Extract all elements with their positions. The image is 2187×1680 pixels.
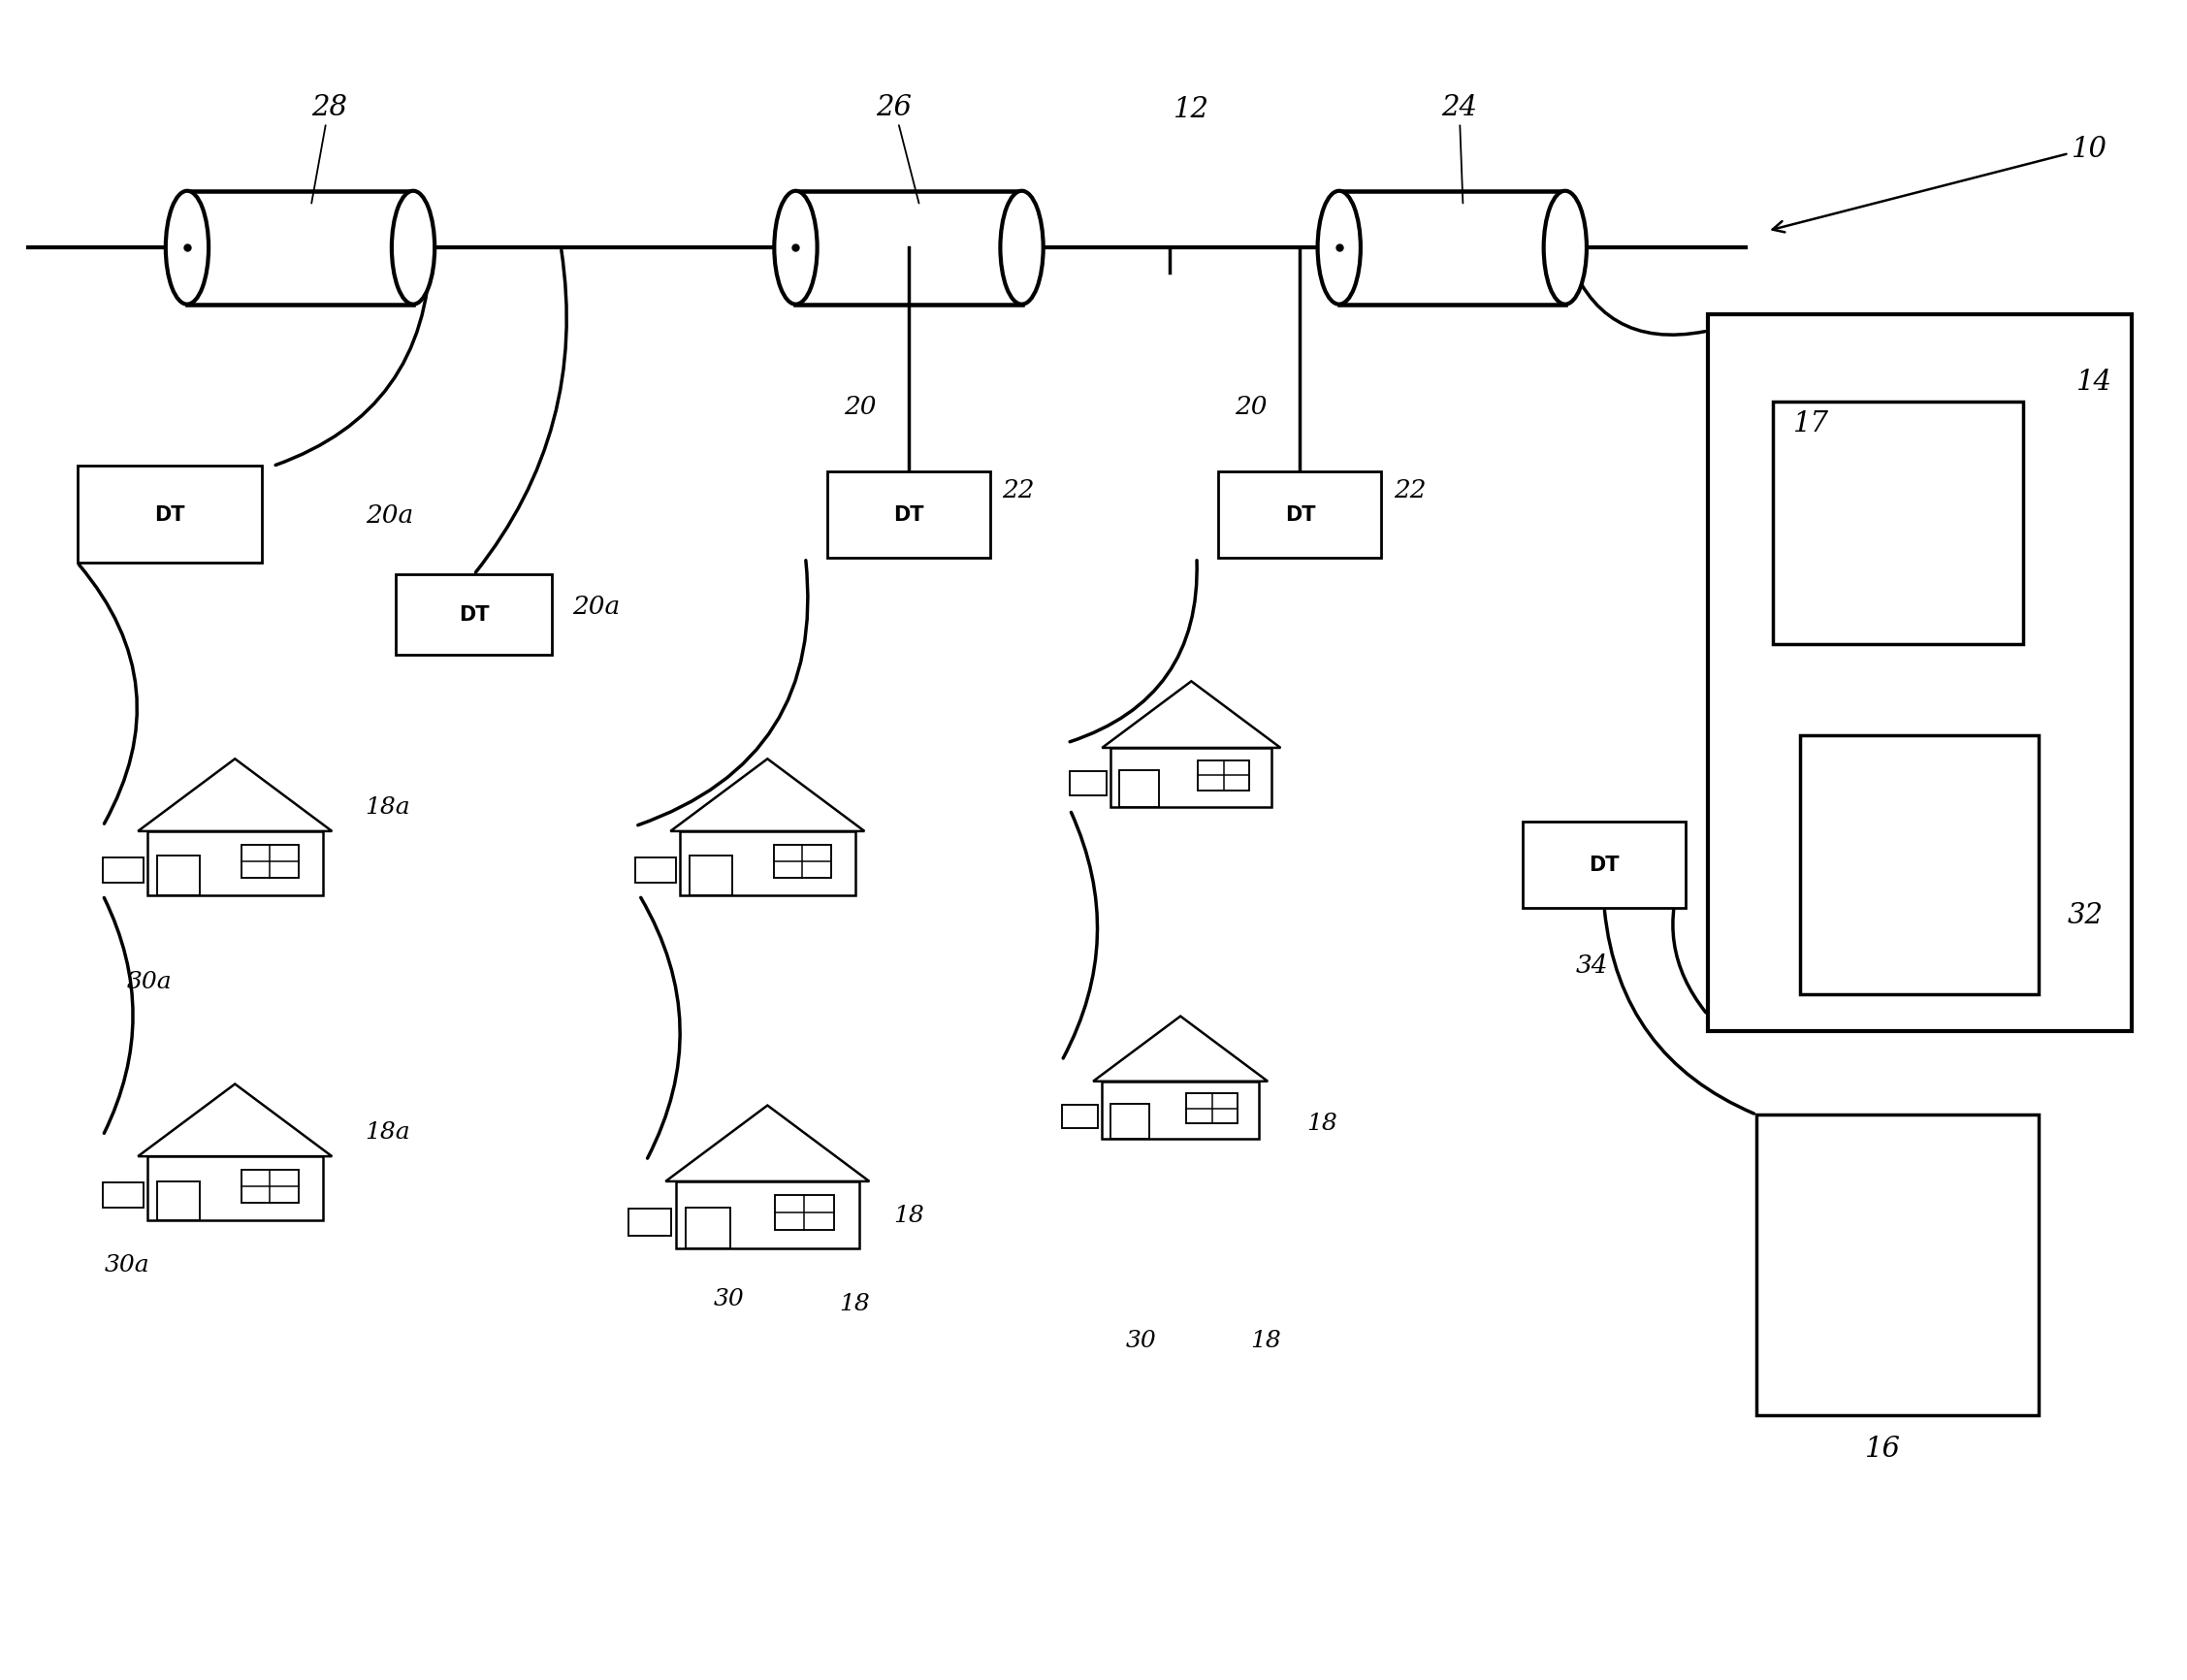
Bar [685, 1208, 730, 1248]
Bar [774, 845, 831, 879]
Text: 18a: 18a [365, 796, 411, 818]
Text: 12: 12 [1174, 96, 1209, 123]
Text: DT: DT [1284, 506, 1314, 524]
Ellipse shape [1544, 192, 1586, 306]
Text: 30a: 30a [105, 1253, 149, 1277]
Text: 30a: 30a [127, 971, 171, 993]
Text: DT: DT [459, 605, 490, 625]
Text: 20a: 20a [365, 502, 413, 528]
Bar [1708, 316, 2132, 1032]
Bar [1756, 1116, 2038, 1415]
Polygon shape [138, 1084, 332, 1156]
Text: 18a: 18a [365, 1121, 411, 1142]
Bar [689, 857, 733, 895]
Text: DT: DT [894, 506, 925, 524]
Bar [1111, 1104, 1148, 1139]
Bar [1061, 1105, 1098, 1129]
Text: DT: DT [155, 506, 186, 524]
Text: 28: 28 [311, 94, 348, 203]
Bar [630, 1210, 671, 1236]
Text: 34: 34 [1577, 953, 1607, 978]
FancyBboxPatch shape [188, 192, 413, 306]
Bar [157, 857, 199, 895]
Text: 24: 24 [1441, 94, 1476, 203]
Polygon shape [1094, 1016, 1268, 1082]
Text: 20: 20 [844, 395, 877, 418]
Text: 14: 14 [2075, 368, 2113, 395]
Text: 17: 17 [1793, 410, 1828, 437]
Ellipse shape [391, 192, 435, 306]
FancyBboxPatch shape [796, 192, 1021, 306]
Bar [1774, 403, 2023, 643]
Bar [103, 1183, 144, 1208]
Text: 18: 18 [840, 1292, 870, 1314]
Bar [77, 467, 262, 563]
Bar [396, 575, 553, 655]
Bar [1069, 773, 1107, 796]
Ellipse shape [999, 192, 1043, 306]
Text: 30: 30 [713, 1287, 744, 1309]
Text: 30: 30 [1126, 1329, 1157, 1351]
Text: 18: 18 [894, 1205, 925, 1226]
Polygon shape [138, 759, 332, 832]
Text: 22: 22 [1002, 477, 1034, 502]
Bar [1102, 1082, 1260, 1139]
Polygon shape [1102, 682, 1282, 748]
Text: 16: 16 [1866, 1435, 1901, 1462]
Text: 10: 10 [1771, 136, 2108, 234]
Bar [1218, 472, 1382, 558]
Bar [147, 1156, 321, 1221]
Bar [243, 845, 297, 879]
Bar [157, 1181, 199, 1221]
FancyBboxPatch shape [1338, 192, 1566, 306]
Bar [1522, 822, 1686, 909]
Text: DT: DT [1590, 855, 1621, 875]
Bar [1800, 736, 2038, 995]
Polygon shape [671, 759, 864, 832]
Bar [243, 1169, 297, 1203]
Bar [103, 857, 144, 884]
Bar [636, 857, 676, 884]
Text: 20a: 20a [571, 595, 619, 618]
Bar [1198, 761, 1249, 791]
Ellipse shape [774, 192, 818, 306]
Text: 18: 18 [1251, 1329, 1282, 1351]
Bar [1111, 748, 1273, 808]
Bar [1188, 1094, 1238, 1124]
Ellipse shape [166, 192, 208, 306]
Bar [827, 472, 991, 558]
Ellipse shape [1317, 192, 1360, 306]
Text: 20: 20 [1236, 395, 1266, 418]
Bar [774, 1196, 833, 1230]
Text: 26: 26 [877, 94, 919, 203]
Polygon shape [665, 1105, 870, 1181]
Bar [676, 1181, 859, 1248]
Text: 32: 32 [2067, 902, 2104, 929]
Bar [1120, 771, 1159, 808]
Bar [147, 832, 321, 895]
Text: 18: 18 [1306, 1112, 1336, 1134]
Text: 22: 22 [1393, 477, 1426, 502]
Bar [680, 832, 855, 895]
